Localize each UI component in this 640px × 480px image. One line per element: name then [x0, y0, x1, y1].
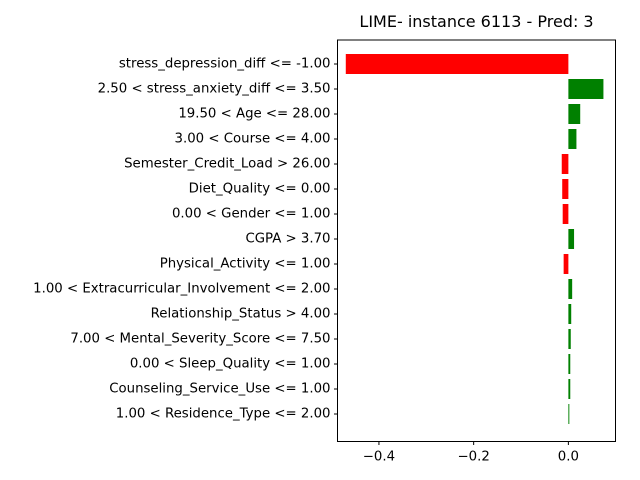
y-tick-label: 7.00 < Mental_Severity_Score <= 7.50: [70, 332, 330, 347]
y-tick-label: 19.50 < Age <= 28.00: [178, 107, 330, 122]
chart-title: LIME- instance 6113 - Pred: 3: [359, 12, 593, 31]
bar: [568, 279, 573, 299]
y-tick-label: 0.00 < Gender <= 1.00: [172, 207, 331, 222]
x-tick-label: −0.4: [363, 450, 395, 465]
y-tick-label: Physical_Activity <= 1.00: [160, 257, 331, 272]
bar: [562, 179, 569, 199]
y-tick-label: stress_depression_diff <= -1.00: [119, 57, 331, 72]
y-tick-label: 3.00 < Course <= 4.00: [175, 132, 331, 147]
y-tick-label: CGPA > 3.70: [245, 232, 330, 247]
y-tick-label: Relationship_Status > 4.00: [151, 307, 331, 322]
bar: [568, 304, 572, 324]
bar: [562, 204, 569, 224]
bar: [568, 129, 577, 149]
bar: [568, 404, 570, 424]
bar: [561, 154, 569, 174]
bar: [568, 79, 604, 99]
y-tick-label: Semester_Credit_Load > 26.00: [124, 157, 330, 172]
y-tick-label: 1.00 < Residence_Type <= 2.00: [116, 407, 331, 422]
bar: [568, 329, 571, 349]
bar: [568, 104, 581, 124]
x-tick-label: −0.2: [458, 450, 490, 465]
y-ticks-group: stress_depression_diff <= -1.00 2.50 < st…: [33, 57, 338, 422]
y-tick-label: Diet_Quality <= 0.00: [189, 182, 331, 197]
y-tick-label: 2.50 < stress_anxiety_diff <= 3.50: [98, 82, 331, 97]
y-tick-label: 0.00 < Sleep_Quality <= 1.00: [130, 357, 331, 372]
x-ticks-group: −0.4 −0.2 0.0: [363, 441, 579, 465]
y-tick-label: 1.00 < Extracurricular_Involvement <= 2.…: [33, 282, 330, 297]
axes-frame: [337, 39, 616, 442]
bar: [568, 354, 571, 374]
bar: [563, 254, 569, 274]
x-tick-label: 0.0: [558, 450, 579, 465]
y-tick-label: Counseling_Service_Use <= 1.00: [109, 382, 330, 397]
bar: [345, 54, 569, 74]
bar: [568, 229, 575, 249]
bars-group: [345, 54, 604, 424]
bar: [568, 379, 571, 399]
